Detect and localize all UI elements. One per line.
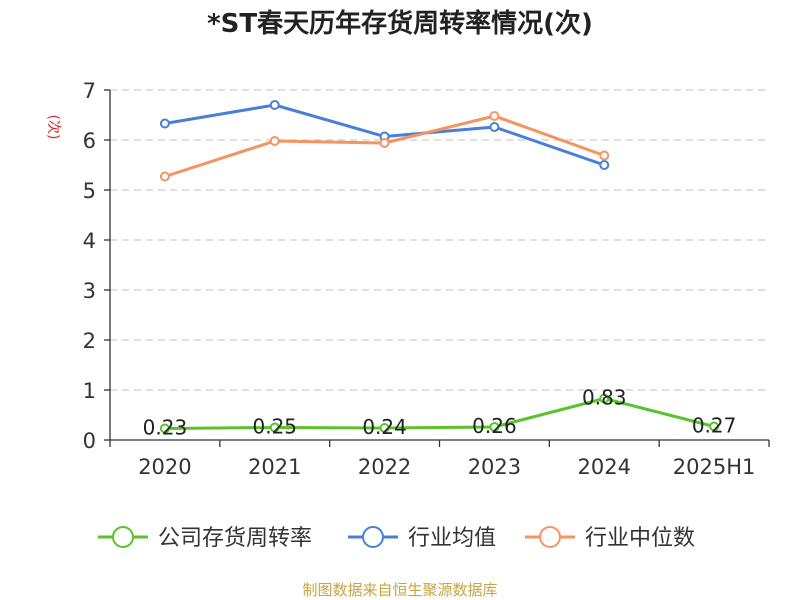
data-point xyxy=(379,423,390,433)
y-tick-label: 5 xyxy=(83,179,96,203)
x-tick-label: 2020 xyxy=(138,455,191,479)
data-label: 0.26 xyxy=(472,414,517,438)
legend-item: 行业均值 xyxy=(348,526,496,551)
data-point xyxy=(709,421,720,432)
legend-item: 行业中位数 xyxy=(525,526,695,551)
y-axis-label: (次) xyxy=(45,115,61,140)
data-label: 0.24 xyxy=(362,415,407,439)
legend-label: 行业均值 xyxy=(408,526,496,551)
data-label: 0.27 xyxy=(692,414,737,438)
data-point xyxy=(159,171,170,182)
data-point xyxy=(269,422,280,433)
legend-marker xyxy=(112,526,134,548)
series-lines xyxy=(159,100,720,434)
y-tick-label: 3 xyxy=(83,279,96,303)
x-tick-label: 2025H1 xyxy=(673,455,756,479)
legend-label: 公司存货周转率 xyxy=(158,526,312,551)
y-tick-label: 0 xyxy=(83,429,96,453)
data-point xyxy=(489,422,500,432)
y-tick-label: 7 xyxy=(83,79,96,103)
y-tick-label: 4 xyxy=(83,229,96,253)
data-point xyxy=(489,111,500,121)
data-point xyxy=(269,100,280,110)
grid-lines xyxy=(110,89,769,391)
data-point xyxy=(379,138,390,148)
legend: 公司存货周转率 行业均值 行业中位数 xyxy=(98,526,695,551)
data-label: 0.83 xyxy=(582,386,627,410)
data-label: 0.25 xyxy=(252,415,297,439)
axes: 0 1 2 3 4 5 6 7 2020 2021 2022 2023 2024 2025H1 xyxy=(83,79,770,479)
y-tick-label: 2 xyxy=(83,329,96,353)
legend-marker xyxy=(362,526,384,548)
x-tick-label: 2021 xyxy=(248,455,301,479)
data-point xyxy=(599,150,610,161)
data-point xyxy=(489,122,500,132)
legend-item: 公司存货周转率 xyxy=(98,526,312,551)
y-tick-label: 6 xyxy=(83,129,96,153)
x-tick-label: 2024 xyxy=(578,455,631,479)
data-labels: 0.23 0.25 0.24 0.26 0.83 0.27 xyxy=(143,386,737,440)
source-note: 制图数据来自恒生聚源数据库 xyxy=(302,581,497,599)
x-tick-label: 2023 xyxy=(468,455,521,479)
series-line xyxy=(164,397,715,430)
data-point xyxy=(599,160,610,170)
data-point xyxy=(159,423,170,434)
y-tick-label: 1 xyxy=(83,379,96,403)
data-point xyxy=(269,136,280,146)
data-point xyxy=(599,393,610,404)
data-point xyxy=(159,118,170,129)
data-label: 0.23 xyxy=(143,416,188,440)
chart-title: *ST春天历年存货周转率情况(次) xyxy=(207,8,593,39)
legend-label: 行业中位数 xyxy=(585,526,695,551)
x-tick-label: 2022 xyxy=(358,455,411,479)
legend-marker xyxy=(539,526,561,548)
